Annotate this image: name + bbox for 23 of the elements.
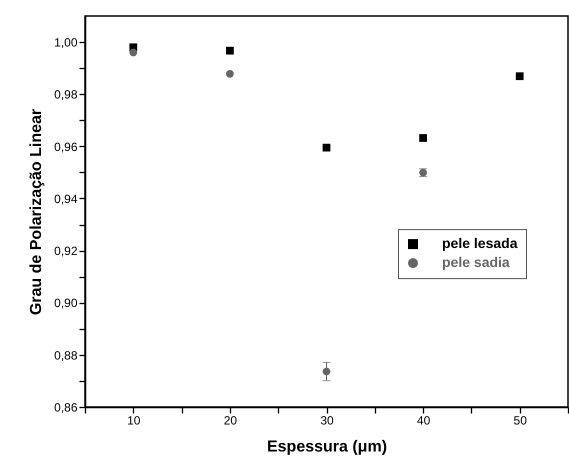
point <box>129 48 138 56</box>
y-tick-label: 0,96 <box>54 140 78 154</box>
legend-label: pele lesada <box>442 235 518 252</box>
point <box>226 70 234 78</box>
x-tick-label: 40 <box>416 414 431 428</box>
x-tick-label: 10 <box>127 414 141 428</box>
y-tick-label: 0,86 <box>54 400 78 414</box>
point <box>419 134 427 142</box>
x-tick-label: 20 <box>224 414 238 428</box>
y-axis-title: Grau de Polarização Linear <box>28 108 46 316</box>
point <box>322 144 330 152</box>
point <box>516 72 524 80</box>
x-tick-label: 30 <box>320 414 334 428</box>
point <box>226 46 234 55</box>
x-axis-title: Espessura (μm) <box>266 438 388 456</box>
y-tick-label: 1,00 <box>54 36 78 50</box>
x-tick-label: 50 <box>514 414 528 428</box>
y-tick-label: 0,98 <box>54 88 78 102</box>
y-tick-label: 0,92 <box>54 244 78 258</box>
legend-label: pele sadia <box>442 254 510 270</box>
y-tick-label: 0,90 <box>54 296 78 310</box>
y-tick-label: 0,88 <box>54 348 78 362</box>
y-tick-label: 0,94 <box>54 192 78 206</box>
